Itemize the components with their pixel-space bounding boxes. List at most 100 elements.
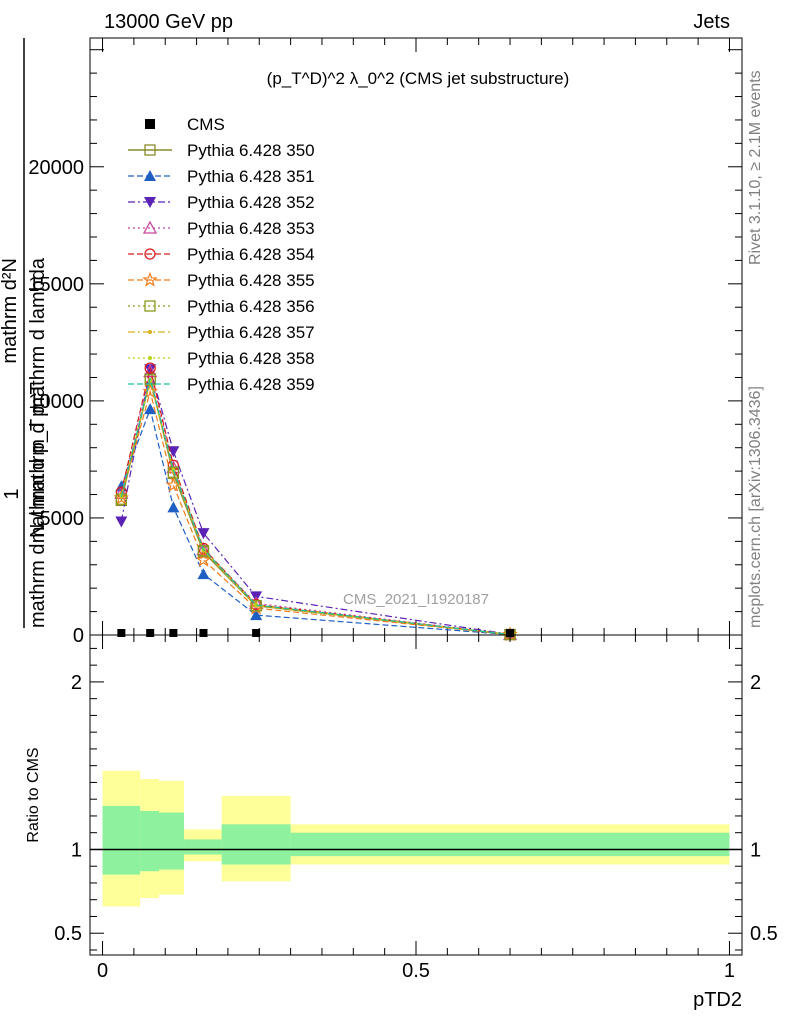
ratio-x-tick-label: 1 <box>724 960 735 982</box>
ratio-x-tick-label: 0 <box>97 960 108 982</box>
legend-entry-10: Pythia 6.428 359 <box>128 375 315 394</box>
series-point <box>144 374 156 386</box>
legend-marker <box>144 248 156 260</box>
series-point <box>144 362 156 374</box>
series-point <box>167 466 180 478</box>
series-point <box>254 603 259 608</box>
legend-entry-9: Pythia 6.428 358 <box>128 349 315 368</box>
series-point <box>197 528 210 540</box>
series-point <box>250 609 263 621</box>
ratio-band-inner <box>184 839 222 855</box>
series-line <box>120 378 511 636</box>
legend-marker <box>142 220 158 234</box>
main-ylabel-prefactor: 1 <box>1 488 23 499</box>
series-point <box>197 568 210 580</box>
main-y-ticks: 0 5000 10000 15000 20000 <box>28 49 742 647</box>
legend-label: Pythia 6.428 355 <box>187 271 315 290</box>
series-point <box>195 551 212 567</box>
legend-label: Pythia 6.428 350 <box>187 141 315 160</box>
legend-label: Pythia 6.428 352 <box>187 193 315 212</box>
series-10 <box>120 378 511 636</box>
legend-marker <box>142 271 158 287</box>
series-point <box>142 383 159 399</box>
main-y-tick-label: 10000 <box>28 391 84 413</box>
main-y-tick-label: 20000 <box>28 157 84 179</box>
legend-label: CMS <box>187 115 225 134</box>
mcplots-source-label: mcplots.cern.ch [arXiv:1306.3436] <box>747 386 764 628</box>
data-point <box>169 629 178 637</box>
series-line <box>120 379 511 636</box>
legend-marker <box>144 197 156 208</box>
legend-entry-data: CMS <box>145 115 225 134</box>
series-point <box>143 364 158 378</box>
ratio-y-tick-label: 0.5 <box>54 923 82 945</box>
legend-label: Pythia 6.428 354 <box>187 245 315 264</box>
series-point <box>144 403 157 415</box>
series-point <box>115 516 128 528</box>
legend-label: Pythia 6.428 358 <box>187 349 315 368</box>
main-y-tick-label: 15000 <box>28 274 84 296</box>
legend-entry-5: Pythia 6.428 354 <box>128 245 315 264</box>
ratio-y-ticks: 0.5 0.5 1 1 2 2 <box>54 647 778 951</box>
header-process: Jets <box>693 11 730 33</box>
ratio-y-tick-label: 1 <box>71 839 82 861</box>
data-point <box>117 629 126 637</box>
legend: CMS Pythia 6.428 350 Pythia 6.428 351 Pythi… <box>128 115 315 394</box>
ratio-band-inner <box>221 824 291 865</box>
chart-title: (p_T^D)^2 λ_0^2 (CMS jet substructure) <box>267 69 570 88</box>
ratio-x-tick-label: 0.5 <box>402 960 430 982</box>
legend-label: Pythia 6.428 357 <box>187 323 315 342</box>
legend-entry-1: Pythia 6.428 350 <box>128 141 315 160</box>
ratio-y-tick-label-right: 1 <box>750 839 761 861</box>
series-point <box>167 501 180 513</box>
legend-label: Pythia 6.428 359 <box>187 375 315 394</box>
legend-label: Pythia 6.428 353 <box>187 219 315 238</box>
legend-entry-7: Pythia 6.428 356 <box>128 297 315 316</box>
legend-marker <box>145 119 155 129</box>
ratio-band-inner <box>158 812 185 870</box>
series-point <box>197 545 210 557</box>
legend-marker <box>148 356 152 360</box>
main-ylabel-denominator: mathrm d p_T mathrm d lambda <box>27 257 49 543</box>
main-ylabel-norm: mathrm d N / mathrm d p_T <box>27 382 49 628</box>
data-point <box>146 629 155 637</box>
ratio-y-tick-label: 2 <box>71 672 82 694</box>
series-line <box>120 407 511 636</box>
legend-entry-6: Pythia 6.428 355 <box>128 271 315 290</box>
ratio-plot-frame <box>89 634 743 956</box>
legend-label: Pythia 6.428 356 <box>187 297 315 316</box>
ratio-band-inner <box>290 832 730 857</box>
legend-entry-8: Pythia 6.428 357 <box>128 323 315 342</box>
x-axis-label: pTD2 <box>693 989 742 1011</box>
legend-marker <box>148 330 152 334</box>
legend-marker <box>144 170 156 181</box>
legend-marker <box>144 300 156 312</box>
ratio-y-tick-label-right: 0.5 <box>750 923 778 945</box>
ratio-bands <box>90 770 742 907</box>
series-line <box>120 389 511 636</box>
legend-marker <box>144 144 156 156</box>
rivet-version-label: Rivet 3.1.10, ≥ 2.1M events <box>747 70 764 265</box>
main-y-tick-label: 0 <box>73 625 84 647</box>
ratio-band-inner <box>140 810 159 872</box>
legend-entry-3: Pythia 6.428 352 <box>128 193 315 212</box>
data-point <box>252 629 261 637</box>
series-point <box>249 596 264 610</box>
legend-entry-2: Pythia 6.428 351 <box>128 167 315 186</box>
series-point <box>167 446 180 458</box>
main-y-axis-label: mathrm d²N 1 mathrm d p_T mathrm d lambd… <box>0 257 49 628</box>
main-ylabel-numerator: mathrm d²N <box>0 258 21 364</box>
main-y-tick-label: 5000 <box>40 508 85 530</box>
ratio-y-axis-label: Ratio to CMS <box>25 747 42 842</box>
legend-entry-4: Pythia 6.428 353 <box>128 219 315 238</box>
analysis-watermark: CMS_2021_I1920187 <box>343 591 489 608</box>
series-line <box>120 369 511 635</box>
header-energy: 13000 GeV pp <box>104 11 233 33</box>
data-points-layer <box>117 629 515 637</box>
ratio-x-ticks: 0 0.5 1 <box>97 635 735 982</box>
legend-label: Pythia 6.428 351 <box>187 167 315 186</box>
data-point <box>506 629 515 637</box>
data-point <box>199 629 208 637</box>
ratio-band-inner <box>102 805 141 875</box>
